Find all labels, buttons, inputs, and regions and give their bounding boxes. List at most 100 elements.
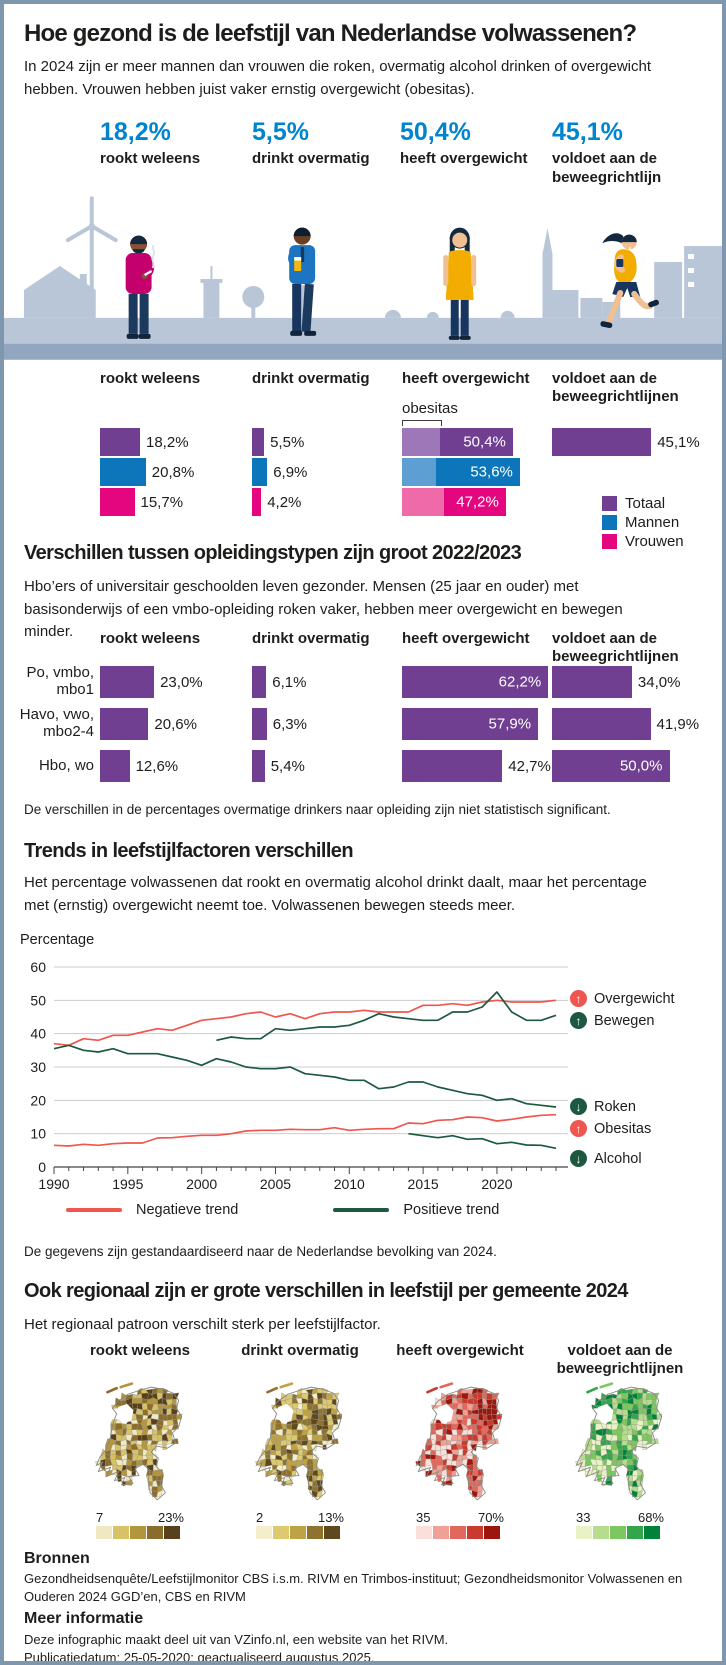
map-legend-range: 2 13% xyxy=(256,1510,344,1525)
publication-date: Publicatiedatum: 25-05-2020; geactualise… xyxy=(24,1650,375,1665)
legend-label: Mannen xyxy=(625,514,680,531)
education-bar xyxy=(252,708,267,740)
series-name: Bewegen xyxy=(594,1012,655,1029)
x-tick-label: 2010 xyxy=(334,1176,365,1192)
bar-row: 5,5% xyxy=(252,428,307,456)
obesitas-segment xyxy=(402,428,440,456)
bar-row: 45,1% xyxy=(552,428,700,456)
bar-value-label: 5,4% xyxy=(270,757,305,775)
trend-series-label-bewegen: ↑ Bewegen xyxy=(570,1012,654,1029)
bar-value-label: 53,6% xyxy=(470,463,513,481)
bar-value-label: 20,8% xyxy=(151,463,195,481)
arrow-down-icon: ↓ xyxy=(570,1098,587,1115)
legend-label: Negatieve trend xyxy=(136,1202,239,1218)
education-bar xyxy=(252,666,267,698)
education-bar xyxy=(100,750,130,782)
map-title: voldoet aan de beweegrichtlijnen xyxy=(556,1342,684,1377)
legend-swatch xyxy=(433,1526,449,1539)
bar-value-label: 15,7% xyxy=(140,493,184,511)
bar-value-label: 23,0% xyxy=(160,673,203,691)
stat-label: drinkt overmatig xyxy=(252,150,370,167)
legend-swatch xyxy=(602,534,617,549)
netherlands-choropleth-map xyxy=(575,1382,663,1501)
bar-value-label: 6,1% xyxy=(272,673,307,691)
bar-value-label: 12,6% xyxy=(135,757,179,775)
map-legend-swatches xyxy=(576,1526,664,1539)
tall-buildings-icon xyxy=(654,246,722,318)
obesitas-segment xyxy=(402,458,437,486)
education-bar: 57,9% xyxy=(402,708,539,740)
x-tick-label: 1995 xyxy=(112,1176,143,1192)
bar-row: 23,0% xyxy=(100,666,203,698)
y-tick-label: 30 xyxy=(30,1059,46,1075)
bar-row: 5,4% xyxy=(252,750,305,782)
bronnen-text: Gezondheidsenquête/Leefstijlmonitor CBS … xyxy=(24,1571,683,1605)
trend-legend-item: Positieve trend xyxy=(333,1202,499,1218)
intro-text: In 2024 zijn er meer mannen dan vrouwen … xyxy=(24,58,652,98)
legend-swatch xyxy=(96,1526,112,1539)
bars-group: 45,1% xyxy=(552,428,700,458)
legend-max: 13% xyxy=(317,1510,344,1525)
map-legend-swatches xyxy=(416,1526,504,1539)
stat-value: 18,2% xyxy=(100,118,171,146)
education-section-title: Verschillen tussen opleidingstypen zijn … xyxy=(24,542,522,564)
bar-value-label: 34,0% xyxy=(637,673,681,691)
bar-mannen: 53,6% xyxy=(402,458,520,486)
bar-value-label: 50,4% xyxy=(463,433,506,451)
series-line-alcohol xyxy=(408,1132,557,1150)
bar-value-label: 47,2% xyxy=(456,493,499,511)
bar-totaal xyxy=(252,428,265,456)
bar-value-label: 45,1% xyxy=(657,433,700,451)
bar-totaal: 50,4% xyxy=(402,428,513,456)
bar-row: 20,6% xyxy=(100,708,197,740)
netherlands-choropleth-map xyxy=(95,1382,183,1501)
legend-label: Totaal xyxy=(625,495,666,512)
education-row-label: Havo, vwo, mbo2-4 xyxy=(19,706,94,740)
series-line-bewegen xyxy=(216,991,557,1042)
legend-swatch xyxy=(467,1526,483,1539)
x-tick-label: 2000 xyxy=(186,1176,217,1192)
bar-value-label: 42,7% xyxy=(508,757,551,775)
column-header: voldoet aan de beweegrichtlijnen xyxy=(552,370,679,405)
bar-row: 47,2% xyxy=(402,488,520,516)
map-legend-range: 7 23% xyxy=(96,1510,184,1525)
stat-label: rookt weleens xyxy=(100,150,201,167)
arrow-up-icon: ↑ xyxy=(570,1120,587,1137)
column-header: rookt weleens xyxy=(100,370,201,387)
legend-item: Totaal xyxy=(602,494,684,513)
legend-label: Vrouwen xyxy=(625,533,684,550)
education-bar-chart: rookt weleens 23,0% 20,6% 12,6% drinkt overm… xyxy=(20,630,720,790)
series-name: Alcohol xyxy=(594,1150,642,1167)
trend-series-label-roken: ↓ Roken xyxy=(570,1098,636,1115)
stat-overweight: 50,4% heeft overgewicht xyxy=(400,118,550,169)
bar-row: 6,1% xyxy=(252,666,307,698)
legend-min: 35 xyxy=(416,1510,431,1525)
meer-informatie-line1: Deze infographic maakt deel uit van VZin… xyxy=(24,1632,449,1647)
map-legend: 33 68% xyxy=(576,1510,664,1539)
map-legend: 35 70% xyxy=(416,1510,504,1539)
education-bar xyxy=(552,666,632,698)
legend-swatch xyxy=(602,496,617,511)
bar-vrouwen xyxy=(252,488,262,516)
map-column-3: heeft overgewicht 35 70% xyxy=(380,1342,540,1539)
street-scene-illustration xyxy=(4,190,722,360)
y-tick-label: 10 xyxy=(30,1126,46,1142)
legend-swatch xyxy=(130,1526,146,1539)
bar-value-label: 50,0% xyxy=(619,757,663,775)
x-tick-label: 2005 xyxy=(260,1176,291,1192)
education-bar xyxy=(552,708,651,740)
map-legend-swatches xyxy=(256,1526,344,1539)
education-bar xyxy=(252,750,265,782)
bar-row: 20,8% xyxy=(100,458,194,486)
bar-value-label: 62,2% xyxy=(498,673,542,691)
regional-section-title: Ook regionaal zijn er grote verschillen … xyxy=(24,1280,628,1302)
column-header: heeft overgewicht xyxy=(402,370,530,387)
bar-row: 4,2% xyxy=(252,488,307,516)
bar-value-label: 6,9% xyxy=(273,463,308,481)
stat-value: 5,5% xyxy=(252,118,309,146)
map-legend-swatches xyxy=(96,1526,184,1539)
legend-swatch xyxy=(256,1526,272,1539)
bars-group: 5,5% 6,9% 4,2% xyxy=(252,428,307,518)
beer-glass-icon xyxy=(294,260,302,272)
education-footnote: De verschillen in de percentages overmat… xyxy=(24,802,611,817)
